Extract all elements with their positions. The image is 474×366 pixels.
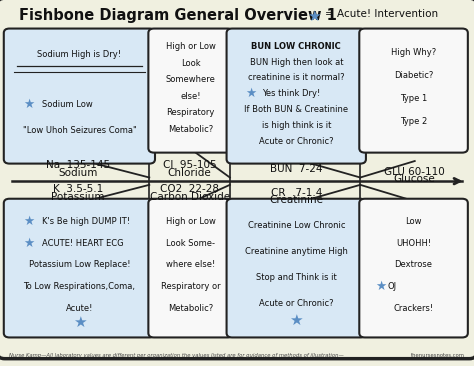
- Text: Respiratory: Respiratory: [166, 108, 215, 117]
- Text: thenursesnotes.com: thenursesnotes.com: [410, 353, 465, 358]
- Text: Look: Look: [181, 59, 201, 68]
- Text: Potassium Low Replace!: Potassium Low Replace!: [28, 260, 130, 269]
- Text: Acute or Chronic?: Acute or Chronic?: [259, 299, 334, 308]
- Text: Chloride: Chloride: [168, 168, 211, 179]
- Text: Carbon Dioxide: Carbon Dioxide: [149, 192, 230, 202]
- Text: CO2  22-28: CO2 22-28: [160, 184, 219, 194]
- Text: Creatinine Low Chronic: Creatinine Low Chronic: [247, 221, 345, 230]
- Text: Type 2: Type 2: [400, 117, 427, 126]
- Text: creatinine is it normal?: creatinine is it normal?: [248, 74, 345, 82]
- Text: Crackers!: Crackers!: [393, 304, 434, 313]
- Text: OJ: OJ: [387, 282, 396, 291]
- FancyBboxPatch shape: [227, 29, 366, 164]
- Text: UHOHH!: UHOHH!: [396, 239, 431, 248]
- Text: ★: ★: [23, 215, 35, 228]
- Text: K  3.5-5.1: K 3.5-5.1: [53, 184, 103, 194]
- Text: K's Be high DUMP IT!: K's Be high DUMP IT!: [42, 217, 130, 226]
- FancyBboxPatch shape: [148, 29, 233, 153]
- Text: Sodium High is Dry!: Sodium High is Dry!: [37, 50, 121, 59]
- Text: ★: ★: [290, 313, 303, 328]
- Text: else!: else!: [181, 92, 201, 101]
- Text: High or Low: High or Low: [166, 42, 216, 52]
- Text: GLU 60-110: GLU 60-110: [384, 167, 445, 177]
- Text: BUN  7-24: BUN 7-24: [270, 164, 322, 175]
- Text: "Low Uhoh Seizures Coma": "Low Uhoh Seizures Coma": [23, 126, 136, 135]
- Text: ★: ★: [73, 315, 86, 330]
- Text: Acute or Chronic?: Acute or Chronic?: [259, 137, 334, 146]
- Text: = Acute! Intervention: = Acute! Intervention: [325, 9, 438, 19]
- Text: Nurse Kamp—All laboratory values are different per organization the values liste: Nurse Kamp—All laboratory values are dif…: [9, 353, 344, 358]
- Text: ★: ★: [374, 280, 386, 293]
- Text: is high think is it: is high think is it: [262, 121, 331, 130]
- Text: Na  135-145: Na 135-145: [46, 160, 110, 171]
- Text: Somewhere: Somewhere: [166, 75, 216, 85]
- Text: Sodium Low: Sodium Low: [42, 100, 92, 109]
- Text: Potassium: Potassium: [52, 192, 105, 202]
- Text: To Low Respirations,Coma,: To Low Respirations,Coma,: [23, 282, 136, 291]
- Text: Diabetic?: Diabetic?: [394, 71, 433, 80]
- Text: Metabolic?: Metabolic?: [168, 125, 213, 134]
- Text: Respiratory or: Respiratory or: [161, 282, 220, 291]
- Text: Glucose: Glucose: [394, 174, 436, 184]
- Text: BUN High then look at: BUN High then look at: [249, 57, 343, 67]
- FancyBboxPatch shape: [148, 199, 233, 337]
- Text: Yes think Dry!: Yes think Dry!: [262, 89, 320, 98]
- Text: Cl  95-105: Cl 95-105: [163, 160, 217, 171]
- FancyBboxPatch shape: [359, 29, 468, 153]
- Text: CR  .7-1.4: CR .7-1.4: [271, 188, 322, 198]
- Text: Creatinine: Creatinine: [269, 195, 323, 205]
- FancyBboxPatch shape: [227, 199, 366, 337]
- Text: Look Some-: Look Some-: [166, 239, 215, 248]
- Text: BUN LOW CHRONIC: BUN LOW CHRONIC: [251, 42, 341, 51]
- Text: High or Low: High or Low: [166, 217, 216, 226]
- Text: where else!: where else!: [166, 260, 215, 269]
- FancyBboxPatch shape: [359, 199, 468, 337]
- Text: ★: ★: [307, 9, 321, 24]
- Text: High Why?: High Why?: [391, 48, 436, 57]
- Text: Sodium: Sodium: [58, 168, 98, 179]
- Text: Type 1: Type 1: [400, 94, 427, 103]
- Text: If Both BUN & Creatinine: If Both BUN & Creatinine: [244, 105, 348, 114]
- Text: ★: ★: [245, 87, 256, 100]
- Text: Dextrose: Dextrose: [394, 260, 433, 269]
- Text: Stop and Think is it: Stop and Think is it: [256, 273, 337, 282]
- FancyBboxPatch shape: [4, 199, 155, 337]
- Text: Creatinine anytime High: Creatinine anytime High: [245, 247, 348, 256]
- Text: Metabolic?: Metabolic?: [168, 304, 213, 313]
- Text: ★: ★: [23, 98, 35, 111]
- Text: ACUTE! HEART ECG: ACUTE! HEART ECG: [42, 239, 123, 248]
- Text: Acute!: Acute!: [66, 304, 93, 313]
- Text: Low: Low: [405, 217, 422, 226]
- Text: ★: ★: [23, 237, 35, 250]
- Text: Fishbone Diagram General Overview 1: Fishbone Diagram General Overview 1: [19, 8, 337, 23]
- FancyBboxPatch shape: [4, 29, 155, 164]
